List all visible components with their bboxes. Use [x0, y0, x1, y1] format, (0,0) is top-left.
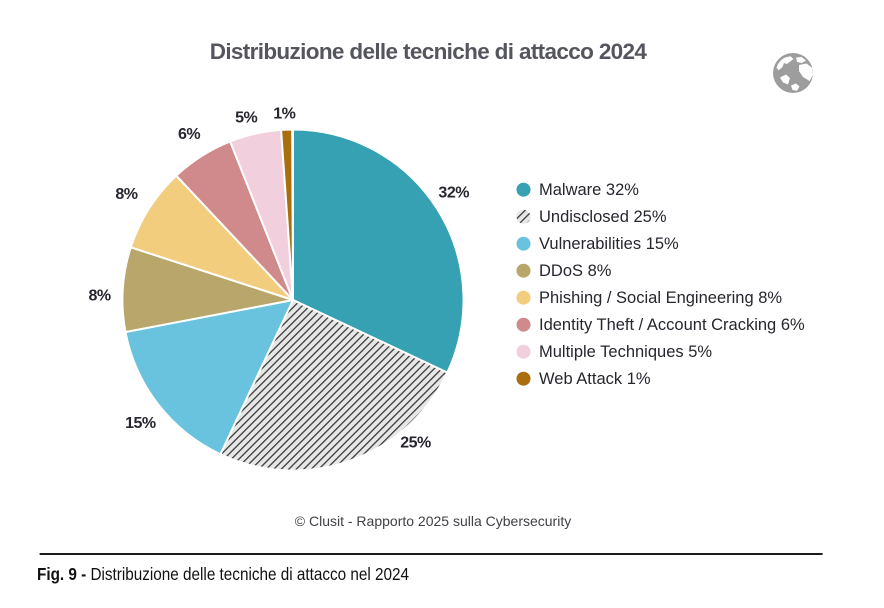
svg-text:Undisclosed 25%: Undisclosed 25% — [539, 208, 667, 226]
svg-text:Distribuzione delle tecniche d: Distribuzione delle tecniche di attacco … — [210, 39, 648, 64]
svg-text:1%: 1% — [273, 105, 295, 122]
svg-text:Identity Theft / Account Crack: Identity Theft / Account Cracking 6% — [539, 316, 805, 334]
svg-text:Web Attack 1%: Web Attack 1% — [539, 370, 651, 388]
svg-text:Malware 32%: Malware 32% — [539, 181, 639, 199]
svg-text:6%: 6% — [178, 126, 200, 143]
svg-text:32%: 32% — [438, 185, 469, 202]
svg-text:© Clusit - Rapporto 2025 sulla: © Clusit - Rapporto 2025 sulla Cybersecu… — [295, 513, 571, 529]
svg-text:8%: 8% — [115, 186, 137, 203]
svg-text:8%: 8% — [89, 288, 111, 305]
svg-text:DDoS 8%: DDoS 8% — [539, 262, 612, 280]
svg-text:Fig. 9 - Distribuzione delle t: Fig. 9 - Distribuzione delle tecniche di… — [37, 564, 409, 584]
svg-text:5%: 5% — [235, 110, 257, 127]
svg-text:Vulnerabilities 15%: Vulnerabilities 15% — [539, 235, 679, 253]
svg-text:15%: 15% — [125, 415, 156, 432]
svg-text:Phishing / Social Engineering: Phishing / Social Engineering 8% — [539, 289, 782, 307]
svg-text:25%: 25% — [400, 434, 431, 451]
svg-text:Multiple Techniques 5%: Multiple Techniques 5% — [539, 343, 712, 361]
